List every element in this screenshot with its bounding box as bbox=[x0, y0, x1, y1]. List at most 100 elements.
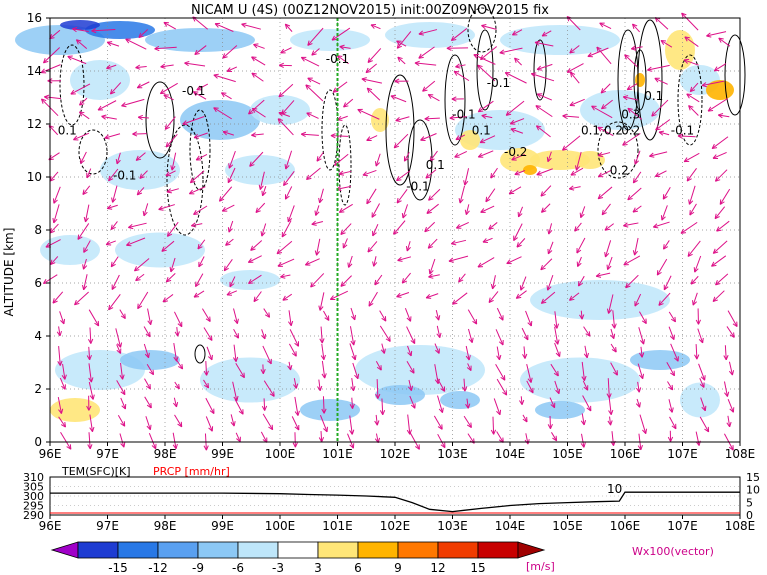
wind-vector bbox=[368, 291, 378, 307]
wind-vector bbox=[683, 58, 699, 66]
wind-vector bbox=[362, 169, 377, 177]
colorbar-segment bbox=[477, 541, 519, 559]
wind-vector bbox=[135, 64, 147, 70]
wind-vector bbox=[681, 12, 699, 31]
wind-vector bbox=[277, 258, 295, 267]
colorbar-end-right bbox=[517, 541, 546, 559]
wind-vector bbox=[611, 310, 617, 329]
shading-blob bbox=[145, 28, 255, 52]
wind-vector bbox=[451, 96, 464, 102]
wind-vector bbox=[57, 346, 63, 366]
wind-vector bbox=[135, 273, 145, 282]
wind-vector bbox=[143, 343, 150, 359]
wind-vector bbox=[349, 326, 356, 346]
wind-vector bbox=[428, 258, 436, 275]
wind-vector bbox=[370, 24, 381, 30]
wind-vector bbox=[634, 293, 642, 307]
main-axes: 96E 97E 98E 99E 100E 101E 102E 103E 104E 105E 106E… bbox=[27, 11, 756, 461]
wind-vector bbox=[662, 186, 671, 200]
wind-vector bbox=[637, 363, 645, 380]
wind-vector bbox=[607, 416, 613, 426]
wind-vector bbox=[349, 415, 355, 435]
wind-vector bbox=[420, 133, 437, 142]
wind-vector bbox=[635, 398, 641, 408]
wind-vector bbox=[194, 45, 207, 56]
colorbar: -15 -12 -9 -6 -3 3 6 9 12 15 bbox=[50, 541, 546, 575]
wind-vector bbox=[639, 346, 645, 358]
y-tick-label: 10 bbox=[27, 170, 42, 184]
wind-vector bbox=[706, 31, 727, 38]
wind-vector bbox=[453, 70, 470, 82]
wind-vector bbox=[490, 167, 498, 179]
wind-vector bbox=[519, 276, 527, 291]
wind-vector bbox=[121, 98, 145, 108]
wind-vector bbox=[77, 223, 90, 240]
wind-vector bbox=[170, 152, 177, 171]
x-tick-label: 99E bbox=[211, 447, 234, 461]
wind-vector bbox=[396, 189, 408, 204]
wind-vector bbox=[300, 56, 320, 67]
wind-vector bbox=[426, 203, 439, 214]
wind-vector bbox=[522, 414, 528, 423]
wind-vector bbox=[320, 343, 326, 361]
wind-vector bbox=[284, 150, 293, 170]
wind-vector bbox=[283, 170, 295, 187]
wind-vector bbox=[505, 100, 525, 116]
wind-vector bbox=[569, 292, 580, 301]
wind-vector bbox=[115, 152, 121, 165]
wind-vector bbox=[88, 381, 95, 400]
wind-vector bbox=[649, 151, 668, 158]
wind-vector bbox=[582, 380, 589, 391]
surface-left-tick-label: 305 bbox=[23, 481, 44, 494]
y-tick-label: 2 bbox=[34, 382, 42, 396]
y-tick-label: 4 bbox=[34, 329, 42, 343]
wind-vector bbox=[292, 432, 298, 448]
wind-vector bbox=[647, 64, 670, 72]
wind-vector bbox=[418, 29, 438, 36]
wind-vector bbox=[379, 310, 387, 322]
wind-vector bbox=[172, 432, 178, 450]
wind-vector bbox=[235, 432, 241, 443]
x-tick-label: 105E bbox=[552, 447, 583, 461]
wind-vector bbox=[176, 360, 184, 370]
shading-blob bbox=[300, 399, 360, 421]
wind-vector bbox=[636, 381, 642, 393]
surface-x-tick-label: 96E bbox=[39, 519, 62, 533]
wind-vector bbox=[228, 150, 236, 169]
wind-vector bbox=[310, 273, 325, 288]
y-tick-label: 12 bbox=[27, 117, 42, 131]
wind-vector bbox=[449, 115, 467, 121]
wind-vector bbox=[610, 328, 616, 340]
wind-vector bbox=[110, 256, 119, 268]
wind-vector bbox=[655, 119, 671, 131]
y-tick-label: 8 bbox=[34, 223, 42, 237]
wind-vector bbox=[116, 380, 126, 396]
shading-blob bbox=[530, 280, 670, 320]
shading-blob bbox=[535, 401, 585, 419]
wind-vector bbox=[193, 290, 205, 298]
shading-blob bbox=[180, 100, 260, 140]
wind-vector bbox=[83, 204, 90, 223]
wind-vector bbox=[519, 396, 525, 406]
wind-vector bbox=[580, 413, 587, 426]
contour-line bbox=[145, 81, 175, 159]
wind-vector bbox=[610, 343, 617, 353]
wind-vector bbox=[728, 361, 735, 376]
wind-vector bbox=[692, 292, 698, 306]
surface-x-tick-label: 99E bbox=[211, 519, 234, 533]
wind-vector bbox=[40, 64, 61, 74]
wind-vector bbox=[688, 105, 699, 116]
surface-panel-grid bbox=[50, 486, 740, 506]
wind-vector bbox=[347, 255, 353, 268]
wind-vector bbox=[569, 98, 585, 107]
wind-vector bbox=[166, 188, 179, 194]
wind-vector bbox=[159, 82, 178, 95]
wind-vector bbox=[403, 152, 410, 162]
wind-vector bbox=[366, 135, 378, 142]
wind-vector bbox=[627, 187, 642, 201]
wind-vector bbox=[203, 327, 213, 341]
wind-vector bbox=[508, 186, 522, 195]
wind-vector bbox=[146, 364, 155, 376]
wind-vector bbox=[623, 255, 641, 266]
wind-vector bbox=[536, 168, 553, 176]
